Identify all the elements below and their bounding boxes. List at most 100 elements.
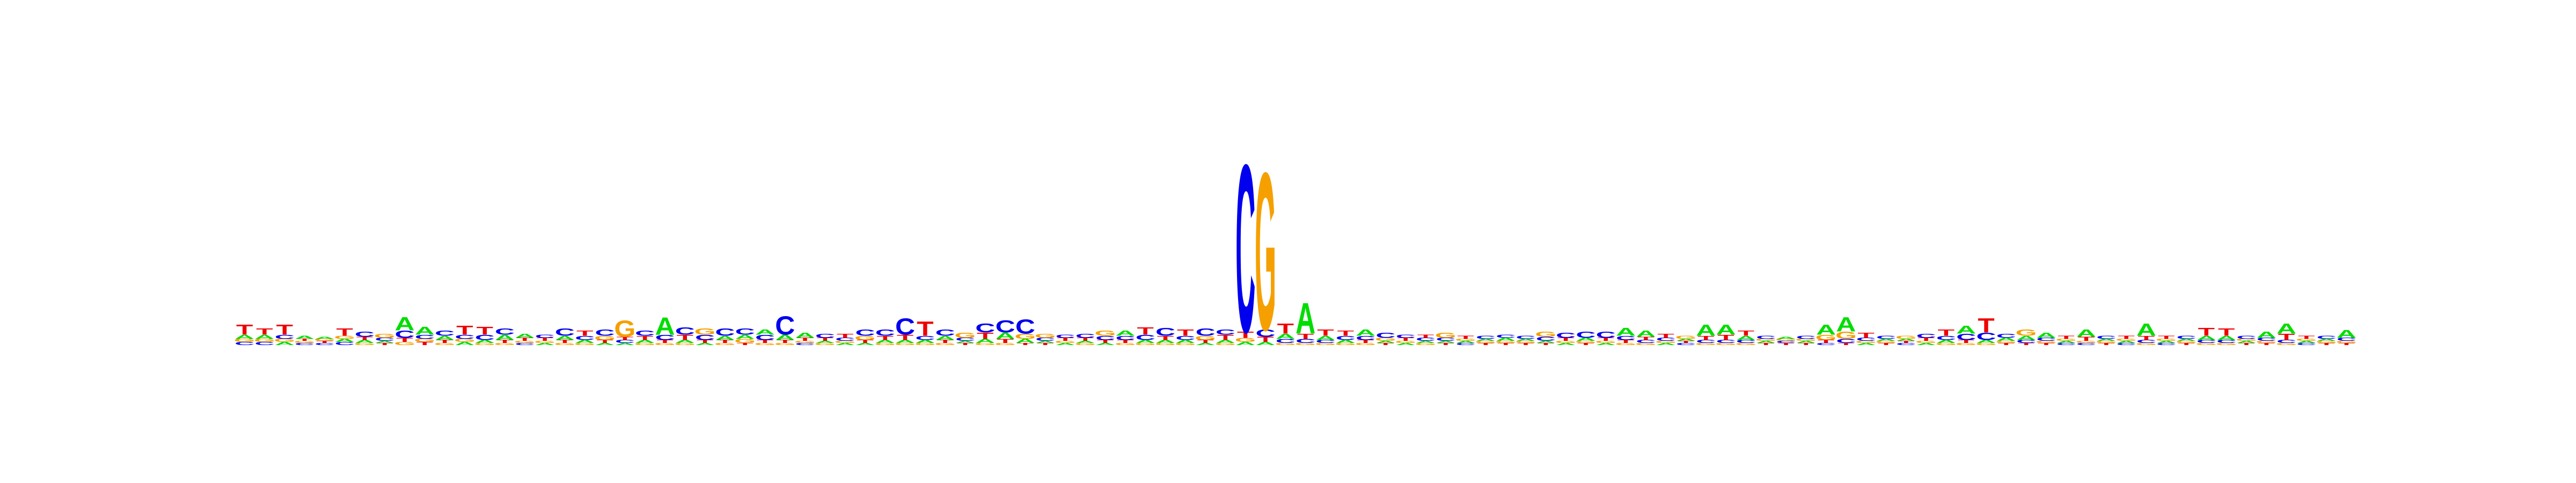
logo-letter-G: G: [554, 342, 576, 346]
logo-letter-A: A: [1856, 342, 1876, 346]
logo-letter-T: T: [336, 327, 353, 338]
logo-letter-C: C: [2257, 337, 2277, 342]
logo-letter-G: G: [1555, 340, 1577, 343]
logo-letter-T: T: [236, 321, 253, 338]
logo-letter-G: G: [1575, 340, 1597, 343]
logo-letter-A: A: [1136, 339, 1155, 344]
logo-letter-A: A: [2197, 334, 2216, 341]
logo-letter-C: C: [2076, 342, 2096, 346]
logo-letter-T: T: [1017, 342, 1034, 346]
logo-letter-A: A: [975, 338, 995, 344]
logo-letter-G: G: [1035, 332, 1056, 339]
logo-letter-T: T: [1938, 328, 1955, 338]
logo-letter-T: T: [1898, 340, 1914, 343]
logo-letter-T: T: [1397, 337, 1414, 342]
logo-letter-C: C: [1136, 333, 1155, 341]
logo-letter-G: G: [2296, 338, 2317, 341]
logo-letter-T: T: [897, 333, 913, 341]
logo-letter-C: C: [1696, 339, 1716, 344]
logo-letter-G: G: [1515, 340, 1536, 343]
logo-letter-T: T: [1918, 337, 1935, 342]
logo-letter-G: G: [1155, 342, 1176, 346]
logo-letter-T: T: [1717, 333, 1734, 341]
logo-letter-A: A: [1736, 334, 1756, 341]
logo-letter-T: T: [1577, 342, 1594, 346]
logo-letter-G: G: [1055, 340, 1076, 343]
logo-letter-C: C: [1416, 337, 1436, 342]
logo-letter-G: G: [1455, 338, 1476, 341]
logo-letter-G: G: [494, 342, 516, 346]
logo-letter-C: C: [835, 337, 855, 342]
logo-letter-G: G: [374, 332, 396, 339]
logo-letter-T: T: [1517, 342, 1534, 346]
logo-letter-T: T: [2038, 342, 2054, 346]
logo-letter-T: T: [1297, 332, 1314, 340]
logo-letter-C: C: [415, 333, 435, 340]
logo-letter-A: A: [1616, 325, 1636, 338]
logo-letter-A: A: [2096, 338, 2116, 341]
logo-letter-T: T: [1377, 342, 1394, 346]
logo-letter-T: T: [2298, 335, 2315, 340]
logo-letter-T: T: [1738, 329, 1754, 337]
logo-letter-C: C: [2016, 339, 2036, 344]
logo-letter-C: C: [1876, 335, 1896, 340]
logo-letter-C: C: [2316, 335, 2336, 340]
logo-letter-A: A: [635, 339, 655, 344]
logo-letter-G: G: [394, 341, 415, 346]
logo-letter-A: A: [314, 336, 334, 339]
logo-letter-C: C: [795, 342, 815, 346]
logo-letter-A: A: [1716, 321, 1736, 338]
logo-letter-C: C: [735, 327, 755, 336]
logo-letter-A: A: [1896, 338, 1916, 341]
logo-letter-G: G: [1896, 335, 1917, 340]
logo-letter-T: T: [1557, 337, 1575, 342]
logo-letter-T: T: [1798, 342, 1814, 346]
logo-letter-A: A: [1456, 340, 1476, 343]
logo-letter-A: A: [2236, 340, 2256, 343]
logo-letter-C: C: [815, 332, 835, 339]
logo-letter-C: C: [455, 333, 474, 340]
logo-letter-T: T: [557, 339, 574, 344]
logo-letter-G: G: [1635, 342, 1657, 346]
logo-letter-A: A: [1576, 337, 1596, 342]
logo-letter-C: C: [2337, 337, 2357, 342]
logo-letter-C: C: [1796, 335, 1816, 340]
logo-letter-A: A: [1075, 340, 1095, 343]
logo-letter-C: C: [2197, 339, 2216, 344]
logo-letter-C: C: [675, 326, 695, 337]
logo-letter-C: C: [1916, 332, 1936, 339]
logo-letter-G: G: [2036, 340, 2057, 343]
logo-letter-A: A: [935, 334, 955, 341]
logo-letter-T: T: [2338, 342, 2355, 346]
logo-letter-G: G: [1835, 330, 1857, 341]
logo-letter-T: T: [456, 323, 473, 338]
logo-letter-A: A: [295, 335, 314, 340]
logo-letter-C: C: [2277, 339, 2296, 344]
logo-letter-T: T: [1497, 342, 1514, 346]
logo-letter-T: T: [477, 324, 493, 337]
logo-letter-A: A: [555, 334, 575, 341]
logo-letter-A: A: [675, 339, 695, 344]
logo-letter-G: G: [1355, 342, 1377, 346]
logo-letter-G: G: [1435, 331, 1457, 339]
logo-letter-T: T: [1978, 314, 1995, 337]
logo-letter-T: T: [1878, 342, 1894, 346]
logo-letter-G: G: [854, 334, 876, 341]
logo-letter-T: T: [356, 336, 374, 341]
logo-letter-G: G: [474, 342, 495, 346]
logo-letter-G: G: [755, 342, 776, 346]
logo-letter-C: C: [1676, 342, 1696, 346]
logo-letter-C: C: [1315, 339, 1335, 344]
logo-letter-T: T: [1157, 334, 1174, 341]
logo-letter-T: T: [436, 339, 453, 344]
logo-letter-G: G: [835, 340, 856, 343]
logo-stacks: CGATCGATAGCTCGTACTGACAGTGATCTACGGTCATGCA…: [234, 115, 2358, 383]
logo-letter-C: C: [295, 342, 314, 346]
logo-letter-T: T: [1477, 342, 1494, 346]
logo-letter-T: T: [677, 333, 693, 341]
logo-letter-G: G: [874, 342, 896, 346]
logo-letter-T: T: [256, 327, 273, 336]
logo-letter-A: A: [2296, 340, 2316, 343]
logo-letter-T: T: [296, 338, 313, 341]
